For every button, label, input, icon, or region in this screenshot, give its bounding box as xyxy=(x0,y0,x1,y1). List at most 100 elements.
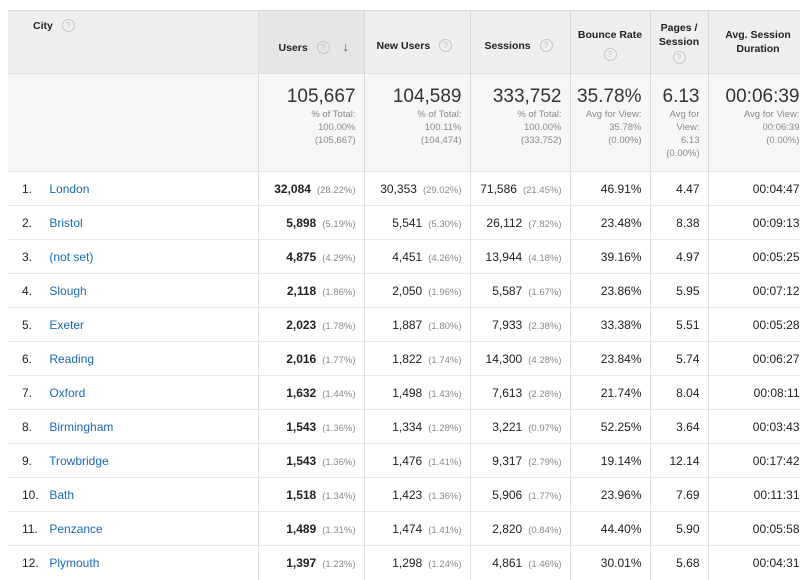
pages-value: 5.90 xyxy=(676,522,699,536)
new-users-cell: 30,353(29.02%) xyxy=(364,172,470,206)
table-row: 4. Slough 2,118(1.86%) 2,050(1.96%) 5,58… xyxy=(8,274,800,308)
pages-per-session-cell: 5.74 xyxy=(650,342,708,376)
sessions-percent: (2.79%) xyxy=(528,457,561,468)
users-value: 1,518 xyxy=(286,488,316,502)
new-users-cell: 1,822(1.74%) xyxy=(364,342,470,376)
users-cell: 1,543(1.36%) xyxy=(258,410,364,444)
sessions-percent: (1.67%) xyxy=(528,287,561,298)
bounce-rate-column-header[interactable]: Bounce Rate ? xyxy=(570,11,650,74)
new-users-percent: (1.80%) xyxy=(428,321,461,332)
new-users-value: 2,050 xyxy=(392,284,422,298)
sessions-value: 14,300 xyxy=(486,352,523,366)
sessions-cell: 14,300(4.28%) xyxy=(470,342,570,376)
new-users-cell: 5,541(5.30%) xyxy=(364,206,470,240)
sort-descending-icon[interactable]: ↓ xyxy=(343,39,350,54)
pages-per-session-cell: 5.68 xyxy=(650,546,708,580)
totals-value: 104,589 xyxy=(365,86,462,108)
city-link[interactable]: London xyxy=(49,182,89,196)
duration-value: 00:05:58 xyxy=(753,522,800,536)
help-icon[interactable]: ? xyxy=(317,41,330,54)
new-users-percent: (1.96%) xyxy=(428,287,461,298)
new-users-cell: 1,298(1.24%) xyxy=(364,546,470,580)
users-percent: (1.36%) xyxy=(322,457,355,468)
city-link[interactable]: Oxford xyxy=(49,386,85,400)
city-link[interactable]: Reading xyxy=(49,352,94,366)
city-link[interactable]: Birmingham xyxy=(49,420,113,434)
row-index: 2. xyxy=(22,216,46,230)
new-users-value: 1,334 xyxy=(392,420,422,434)
duration-value: 00:05:28 xyxy=(753,318,800,332)
bounce-rate-cell: 23.86% xyxy=(570,274,650,308)
avg-session-duration-column-header[interactable]: Avg. Session Duration xyxy=(708,11,800,74)
totals-note: Avg for View: xyxy=(571,108,642,121)
totals-value: 35.78% xyxy=(571,86,642,108)
totals-note: 00:06:39 xyxy=(709,121,800,134)
bounce-rate-value: 52.25% xyxy=(601,420,642,434)
pages-value: 3.64 xyxy=(676,420,699,434)
city-link[interactable]: Slough xyxy=(49,284,86,298)
sessions-column-header[interactable]: Sessions ? xyxy=(470,11,570,74)
new-users-column-header[interactable]: New Users ? xyxy=(364,11,470,74)
city-link[interactable]: Exeter xyxy=(49,318,84,332)
city-column-header[interactable]: City ? xyxy=(8,11,258,74)
avg-duration-cell: 00:04:31 xyxy=(708,546,800,580)
bounce-rate-value: 30.01% xyxy=(601,556,642,570)
table-row: 5. Exeter 2,023(1.78%) 1,887(1.80%) 7,93… xyxy=(8,308,800,342)
pages-per-session-cell: 5.51 xyxy=(650,308,708,342)
users-percent: (1.36%) xyxy=(322,423,355,434)
avg-duration-cell: 00:17:42 xyxy=(708,444,800,478)
row-index: 4. xyxy=(22,284,46,298)
bounce-rate-cell: 44.40% xyxy=(570,512,650,546)
city-link[interactable]: Bath xyxy=(49,488,74,502)
new-users-value: 1,498 xyxy=(392,386,422,400)
new-users-percent: (1.36%) xyxy=(428,491,461,502)
users-value: 1,397 xyxy=(286,556,316,570)
sessions-header-label: Sessions xyxy=(485,40,531,52)
pages-per-session-cell: 8.38 xyxy=(650,206,708,240)
pages-value: 8.38 xyxy=(676,216,699,230)
help-icon[interactable]: ? xyxy=(439,39,452,52)
new-users-percent: (4.26%) xyxy=(428,253,461,264)
users-value: 5,898 xyxy=(286,216,316,230)
totals-pages-cell: 6.13 Avg for View: 6.13 (0.00%) xyxy=(650,74,708,172)
city-cell: 7. Oxford xyxy=(8,376,258,410)
totals-note: 100.00% xyxy=(471,121,562,134)
new-users-cell: 1,474(1.41%) xyxy=(364,512,470,546)
help-icon[interactable]: ? xyxy=(62,19,75,32)
pages-value: 8.04 xyxy=(676,386,699,400)
pages-value: 4.47 xyxy=(676,182,699,196)
bounce-rate-cell: 23.84% xyxy=(570,342,650,376)
bounce-rate-header-label: Bounce Rate xyxy=(578,29,642,41)
row-index: 10. xyxy=(22,488,46,502)
city-link[interactable]: Plymouth xyxy=(49,556,99,570)
pages-per-session-column-header[interactable]: Pages / Session ? xyxy=(650,11,708,74)
sessions-cell: 2,820(0.84%) xyxy=(470,512,570,546)
users-percent: (1.86%) xyxy=(322,287,355,298)
totals-note: Avg for xyxy=(651,108,700,121)
sessions-percent: (7.82%) xyxy=(528,219,561,230)
city-link[interactable]: Penzance xyxy=(49,522,102,536)
users-column-header[interactable]: Users ? ↓ xyxy=(258,11,364,74)
totals-value: 6.13 xyxy=(651,86,700,108)
help-icon[interactable]: ? xyxy=(540,39,553,52)
users-percent: (5.19%) xyxy=(322,219,355,230)
totals-duration-cell: 00:06:39 Avg for View: 00:06:39 (0.00%) xyxy=(708,74,800,172)
table-row: 6. Reading 2,016(1.77%) 1,822(1.74%) 14,… xyxy=(8,342,800,376)
city-cell: 4. Slough xyxy=(8,274,258,308)
pages-per-session-cell: 8.04 xyxy=(650,376,708,410)
bounce-rate-cell: 19.14% xyxy=(570,444,650,478)
city-link[interactable]: (not set) xyxy=(49,250,93,264)
pages-value: 5.68 xyxy=(676,556,699,570)
pages-per-session-cell: 4.97 xyxy=(650,240,708,274)
bounce-rate-value: 23.84% xyxy=(601,352,642,366)
help-icon[interactable]: ? xyxy=(604,48,617,61)
avg-duration-cell: 00:05:25 xyxy=(708,240,800,274)
totals-note: 6.13 xyxy=(651,134,700,147)
help-icon[interactable]: ? xyxy=(673,51,686,64)
top-strip xyxy=(0,0,800,10)
new-users-percent: (1.74%) xyxy=(428,355,461,366)
city-link[interactable]: Bristol xyxy=(49,216,82,230)
city-link[interactable]: Trowbridge xyxy=(49,454,109,468)
city-cell: 6. Reading xyxy=(8,342,258,376)
users-cell: 2,023(1.78%) xyxy=(258,308,364,342)
